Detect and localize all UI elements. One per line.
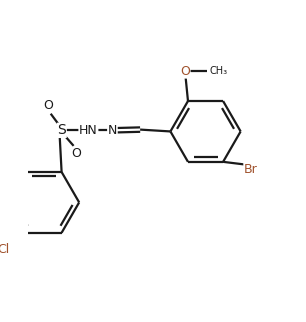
Text: S: S	[58, 123, 66, 137]
Text: CH₃: CH₃	[209, 66, 227, 76]
Text: N: N	[108, 124, 117, 137]
Text: Cl: Cl	[0, 242, 9, 256]
Text: Br: Br	[244, 163, 258, 176]
Text: HN: HN	[79, 124, 98, 137]
Text: O: O	[180, 65, 190, 78]
Text: O: O	[71, 147, 81, 160]
Text: O: O	[43, 99, 53, 112]
